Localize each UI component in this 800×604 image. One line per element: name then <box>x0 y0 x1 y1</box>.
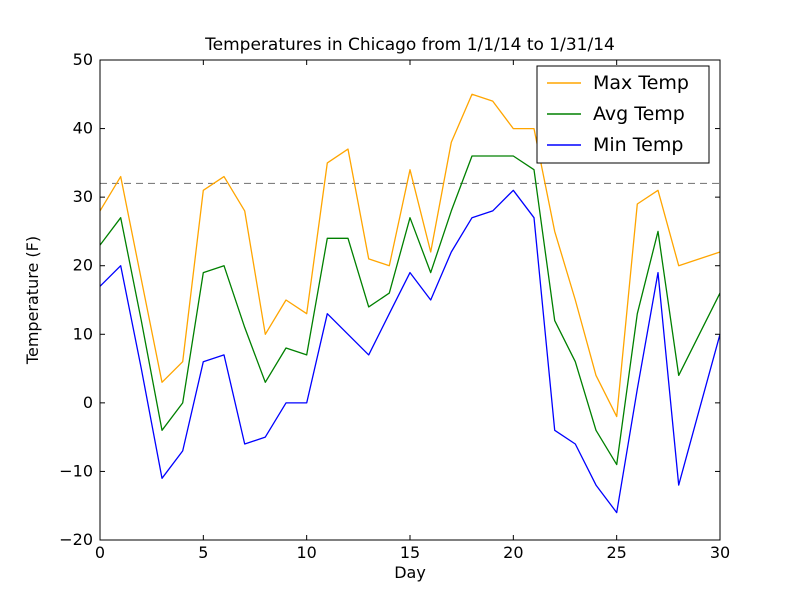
tick-label-layer: 0 5 10 15 20 25 30 −20 −10 0 10 20 30 40 50 <box>59 50 730 562</box>
x-tick-label: 20 <box>503 543 523 562</box>
y-tick-label: 0 <box>83 393 93 412</box>
x-axis-label: Day <box>394 563 426 582</box>
legend: Max Temp Avg Temp Min Temp <box>536 65 710 164</box>
min-temp-line <box>99 189 721 514</box>
x-tick-label: 10 <box>296 543 316 562</box>
x-tick-label: 5 <box>198 543 208 562</box>
y-tick-label: −20 <box>59 530 93 549</box>
max-temp-line <box>99 93 721 418</box>
data-series-layer <box>99 93 721 514</box>
y-tick-label: −10 <box>59 461 93 480</box>
max-temp-legend-label: Max Temp <box>593 72 689 94</box>
y-tick-label: 30 <box>73 187 93 206</box>
x-tick-label: 25 <box>606 543 626 562</box>
avg-temp-line <box>99 155 721 466</box>
chart-title: Temperatures in Chicago from 1/1/14 to 1… <box>204 35 615 55</box>
x-tick-label: 15 <box>400 543 420 562</box>
y-axis-label: Temperature (F) <box>23 236 42 365</box>
x-tick-label: 30 <box>710 543 730 562</box>
axes-layer <box>99 59 721 541</box>
x-tick-label: 0 <box>95 543 105 562</box>
y-tick-label: 40 <box>73 119 93 138</box>
y-tick-label: 20 <box>73 256 93 275</box>
min-temp-legend-label: Min Temp <box>593 134 683 156</box>
y-tick-label: 10 <box>73 324 93 343</box>
y-tick-label: 50 <box>73 50 93 69</box>
avg-temp-legend-label: Avg Temp <box>593 103 685 125</box>
